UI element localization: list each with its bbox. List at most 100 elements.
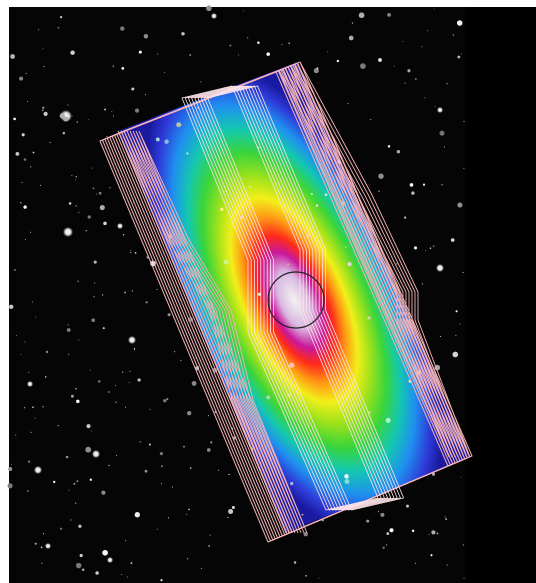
star: [63, 227, 73, 237]
star: [24, 341, 26, 343]
footprint-outline: [281, 68, 453, 458]
star: [77, 280, 79, 282]
star: [446, 83, 448, 85]
star: [238, 54, 240, 56]
star: [425, 250, 427, 252]
star: [440, 335, 442, 338]
star: [186, 557, 189, 560]
star: [27, 381, 33, 387]
star: [433, 8, 435, 10]
star: [378, 173, 384, 179]
star: [30, 166, 32, 168]
star: [75, 502, 77, 504]
star: [41, 109, 44, 112]
star: [257, 41, 260, 45]
star: [134, 252, 137, 254]
star: [125, 540, 127, 542]
star: [450, 238, 455, 242]
star: [183, 445, 185, 448]
star: [181, 32, 185, 36]
overlay-source: [220, 207, 224, 212]
star: [115, 401, 117, 404]
star: [138, 50, 142, 54]
star: [8, 304, 14, 310]
star: [21, 181, 23, 183]
aperture-circle: [267, 271, 325, 329]
star: [42, 405, 44, 408]
overlay-source: [290, 481, 294, 486]
star: [266, 52, 270, 56]
star: [347, 102, 349, 104]
star: [208, 415, 210, 417]
star: [65, 455, 69, 459]
star: [462, 272, 464, 273]
overlay-source: [266, 395, 271, 400]
star: [112, 65, 114, 67]
star: [436, 264, 444, 272]
star: [437, 107, 443, 113]
star: [227, 516, 229, 519]
star: [382, 546, 385, 550]
star: [210, 441, 213, 444]
star: [161, 465, 163, 467]
star: [32, 301, 34, 303]
star: [206, 5, 212, 12]
star: [40, 546, 43, 549]
footprint-outline: [200, 85, 398, 511]
star: [143, 34, 149, 39]
star: [409, 183, 414, 187]
star: [456, 20, 463, 26]
star: [180, 359, 182, 361]
star: [200, 567, 202, 569]
star: [15, 151, 20, 156]
star: [45, 543, 51, 549]
star: [436, 532, 439, 535]
overlay-source: [301, 513, 304, 516]
star: [21, 133, 25, 137]
star: [120, 26, 125, 31]
star: [434, 105, 436, 107]
star: [23, 158, 27, 161]
star: [11, 463, 12, 465]
star: [452, 34, 455, 36]
overlay-source: [347, 262, 352, 267]
star: [318, 577, 320, 579]
footprint-outline: [293, 64, 465, 458]
star: [191, 380, 197, 386]
star: [90, 430, 92, 432]
star: [303, 531, 308, 537]
star: [243, 10, 245, 12]
star: [377, 57, 383, 63]
star: [67, 324, 69, 326]
star: [168, 517, 170, 519]
star: [68, 353, 70, 355]
star: [156, 528, 158, 531]
star: [115, 455, 117, 457]
footprint-outline: [287, 66, 459, 458]
star: [45, 350, 49, 354]
star: [92, 450, 100, 458]
star: [462, 544, 465, 546]
star: [70, 519, 72, 521]
overlay-source: [248, 186, 251, 189]
star: [156, 53, 159, 55]
star: [24, 407, 26, 409]
star: [386, 532, 390, 535]
overlay-source: [223, 259, 229, 265]
star: [13, 117, 16, 121]
star: [163, 399, 167, 403]
star: [402, 41, 404, 43]
star: [126, 576, 128, 578]
star: [430, 554, 433, 557]
star: [68, 202, 72, 205]
star: [53, 480, 56, 484]
star: [30, 231, 32, 233]
star: [104, 108, 107, 111]
star: [305, 575, 307, 577]
star: [211, 13, 217, 19]
star: [122, 234, 125, 236]
star: [87, 215, 91, 219]
star: [133, 348, 136, 350]
star: [463, 168, 465, 169]
